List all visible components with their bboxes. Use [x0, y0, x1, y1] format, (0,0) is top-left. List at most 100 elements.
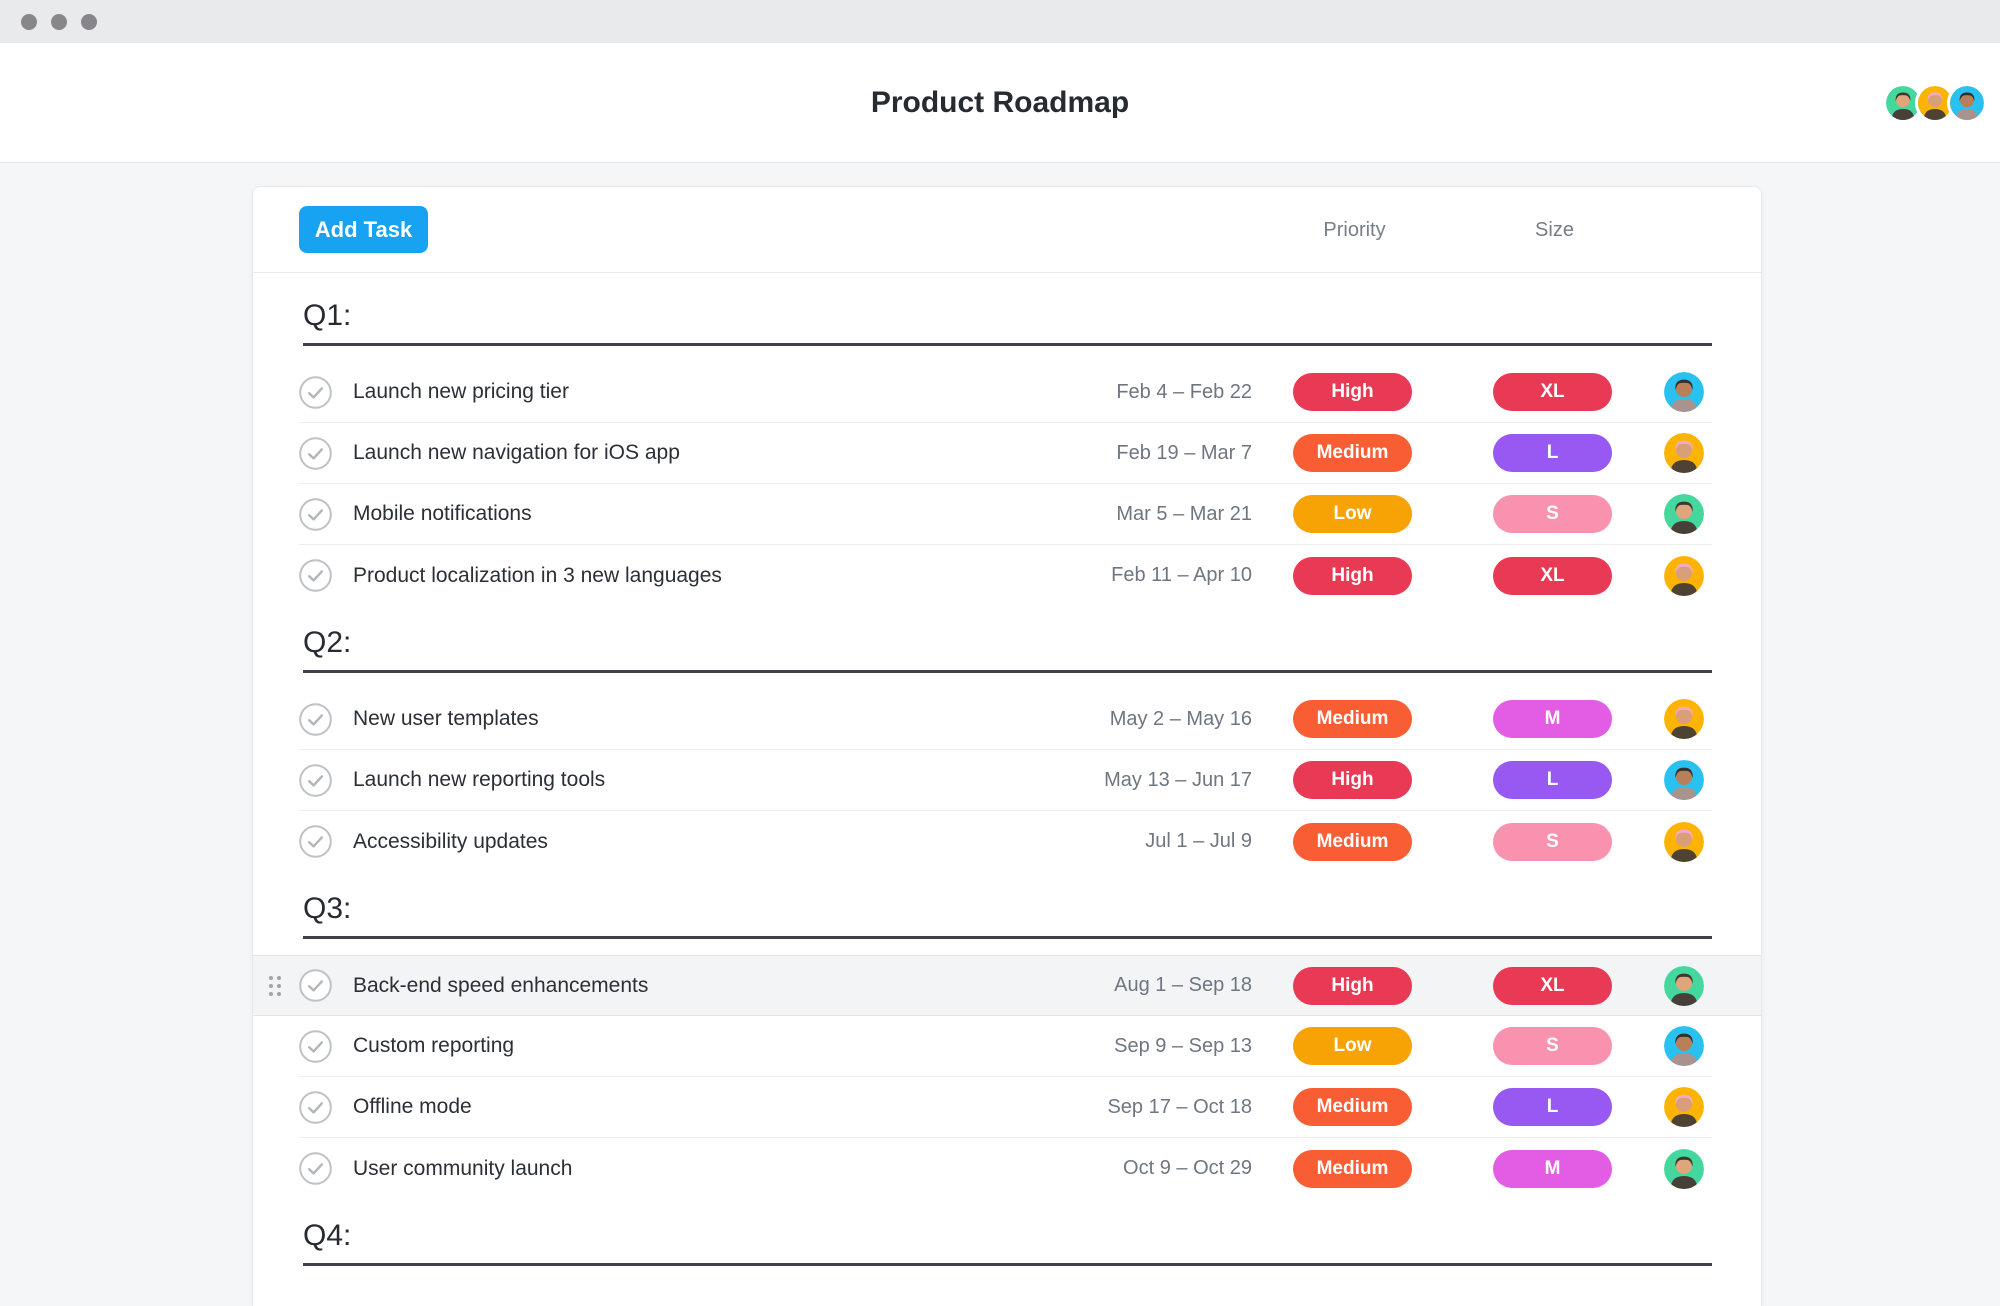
priority-badge[interactable]: Medium — [1293, 434, 1412, 472]
task-row[interactable]: Accessibility updates Jul 1 – Jul 9 Medi… — [299, 811, 1712, 872]
task-dates: Sep 9 – Sep 13 — [1114, 1034, 1252, 1057]
size-badge[interactable]: S — [1493, 1027, 1612, 1065]
task-row[interactable]: Offline mode Sep 17 – Oct 18 Medium L — [299, 1077, 1712, 1138]
task-complete-checkbox[interactable] — [299, 1152, 332, 1185]
task-complete-checkbox[interactable] — [299, 969, 332, 1002]
window-control-dot[interactable] — [51, 13, 67, 30]
task-row[interactable]: User community launch Oct 9 – Oct 29 Med… — [299, 1138, 1712, 1199]
task-complete-checkbox[interactable] — [299, 436, 332, 470]
priority-badge[interactable]: High — [1293, 761, 1412, 799]
task-dates: Feb 11 – Apr 10 — [1111, 564, 1252, 586]
task-name[interactable]: Back-end speed enhancements — [353, 973, 649, 997]
quarter-heading: Q2: — [303, 626, 1712, 673]
task-rows: New user templates May 2 – May 16 Medium… — [253, 673, 1761, 872]
assignee-avatar[interactable] — [1664, 433, 1704, 473]
task-complete-checkbox[interactable] — [299, 1029, 332, 1063]
task-row[interactable]: Launch new pricing tier Feb 4 – Feb 22 H… — [299, 362, 1712, 423]
task-dates: Feb 4 – Feb 22 — [1116, 380, 1252, 403]
drag-handle-icon[interactable] — [266, 973, 284, 999]
quarter-heading: Q4: — [303, 1219, 1712, 1266]
size-badge[interactable]: M — [1493, 700, 1612, 738]
task-dates: May 2 – May 16 — [1109, 707, 1252, 730]
priority-badge[interactable]: High — [1293, 966, 1412, 1005]
priority-badge[interactable]: Low — [1293, 495, 1412, 533]
priority-badge[interactable]: High — [1293, 373, 1412, 411]
size-badge[interactable]: L — [1493, 761, 1612, 799]
page-title: Product Roadmap — [870, 86, 1130, 119]
priority-badge[interactable]: Medium — [1293, 700, 1412, 738]
team-avatars — [1883, 82, 1987, 123]
size-badge[interactable]: S — [1493, 495, 1612, 533]
size-badge[interactable]: L — [1493, 1088, 1612, 1126]
task-name[interactable]: Launch new navigation for iOS app — [353, 441, 680, 464]
quarter-heading: Q1: — [303, 299, 1712, 346]
task-row[interactable]: Product localization in 3 new languages … — [299, 545, 1712, 606]
task-rows: Back-end speed enhancements Aug 1 – Sep … — [253, 939, 1761, 1199]
task-dates: May 13 – Jun 17 — [1104, 768, 1252, 791]
task-dates: Mar 5 – Mar 21 — [1116, 502, 1252, 525]
task-row[interactable]: Custom reporting Sep 9 – Sep 13 Low S — [299, 1016, 1712, 1077]
task-row[interactable]: Back-end speed enhancements Aug 1 – Sep … — [253, 955, 1761, 1016]
size-badge[interactable]: L — [1493, 434, 1612, 472]
team-avatar[interactable] — [1915, 82, 1955, 123]
quarter-heading: Q3: — [303, 892, 1712, 939]
task-complete-checkbox[interactable] — [299, 497, 332, 531]
task-dates: Aug 1 – Sep 18 — [1114, 974, 1252, 996]
task-name[interactable]: User community launch — [353, 1156, 573, 1180]
window-control-dot[interactable] — [81, 13, 97, 30]
task-name[interactable]: Custom reporting — [353, 1034, 515, 1057]
task-dates: Feb 19 – Mar 7 — [1116, 441, 1252, 464]
task-dates: Jul 1 – Jul 9 — [1145, 830, 1252, 852]
priority-badge[interactable]: Low — [1293, 1027, 1412, 1065]
sections-container: Q1: Launch new pricing tier Feb 4 – Feb … — [253, 273, 1761, 1282]
task-name[interactable]: Mobile notifications — [353, 502, 532, 525]
task-name[interactable]: Launch new pricing tier — [353, 380, 569, 403]
window-chrome — [0, 0, 2000, 43]
task-row[interactable]: Launch new navigation for iOS app Feb 19… — [299, 423, 1712, 484]
assignee-avatar[interactable] — [1664, 821, 1704, 862]
task-complete-checkbox[interactable] — [299, 1090, 332, 1124]
task-complete-checkbox[interactable] — [299, 375, 332, 409]
priority-badge[interactable]: Medium — [1293, 1149, 1412, 1188]
assignee-avatar[interactable] — [1664, 1087, 1704, 1127]
priority-badge[interactable]: High — [1293, 556, 1412, 595]
task-row[interactable]: New user templates May 2 – May 16 Medium… — [299, 689, 1712, 750]
size-badge[interactable]: XL — [1493, 556, 1612, 595]
task-name[interactable]: New user templates — [353, 707, 539, 730]
task-name[interactable]: Offline mode — [353, 1095, 472, 1118]
assignee-avatar[interactable] — [1664, 760, 1704, 800]
task-name[interactable]: Product localization in 3 new languages — [353, 563, 722, 587]
task-name[interactable]: Accessibility updates — [353, 829, 548, 853]
size-badge[interactable]: M — [1493, 1149, 1612, 1188]
quarter-section: Q4: — [253, 1199, 1761, 1282]
task-name[interactable]: Launch new reporting tools — [353, 768, 606, 791]
size-badge[interactable]: XL — [1493, 373, 1612, 411]
task-complete-checkbox[interactable] — [299, 825, 332, 858]
column-header-size: Size — [1535, 219, 1574, 241]
app-header: Product Roadmap — [0, 43, 2000, 163]
task-row[interactable]: Launch new reporting tools May 13 – Jun … — [299, 750, 1712, 811]
quarter-section: Q1: Launch new pricing tier Feb 4 – Feb … — [253, 273, 1761, 606]
size-badge[interactable]: XL — [1493, 966, 1612, 1005]
priority-badge[interactable]: Medium — [1293, 822, 1412, 861]
size-badge[interactable]: S — [1493, 822, 1612, 861]
task-row[interactable]: Mobile notifications Mar 5 – Mar 21 Low … — [299, 484, 1712, 545]
assignee-avatar[interactable] — [1664, 555, 1704, 596]
team-avatar[interactable] — [1947, 82, 1987, 123]
quarter-section: Q2: New user templates May 2 – May 16 Me… — [253, 606, 1761, 872]
task-complete-checkbox[interactable] — [299, 763, 332, 797]
assignee-avatar[interactable] — [1664, 965, 1704, 1006]
assignee-avatar[interactable] — [1664, 1026, 1704, 1066]
column-header-priority: Priority — [1323, 219, 1386, 241]
window-control-dot[interactable] — [21, 13, 37, 30]
add-task-button[interactable]: Add Task — [299, 206, 428, 253]
assignee-avatar[interactable] — [1664, 699, 1704, 739]
task-rows: Launch new pricing tier Feb 4 – Feb 22 H… — [253, 346, 1761, 606]
assignee-avatar[interactable] — [1664, 372, 1704, 412]
priority-badge[interactable]: Medium — [1293, 1088, 1412, 1126]
task-complete-checkbox[interactable] — [299, 559, 332, 592]
task-complete-checkbox[interactable] — [299, 702, 332, 736]
list-toolbar: Add Task Priority Size — [253, 187, 1761, 273]
assignee-avatar[interactable] — [1664, 494, 1704, 534]
assignee-avatar[interactable] — [1664, 1148, 1704, 1189]
